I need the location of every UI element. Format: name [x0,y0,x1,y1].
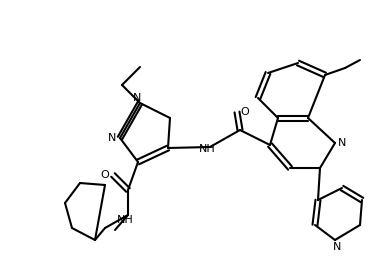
Text: NH: NH [117,215,133,225]
Text: O: O [101,170,109,180]
Text: N: N [338,138,346,148]
Text: N: N [333,242,341,252]
Text: N: N [133,93,141,103]
Text: NH: NH [199,144,215,154]
Text: N: N [108,133,116,143]
Text: O: O [241,107,249,117]
